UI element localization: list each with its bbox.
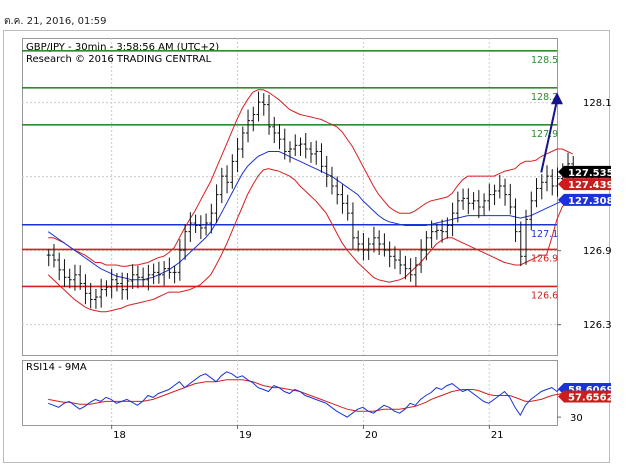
level-label: 126.9 [531, 253, 558, 264]
bollinger-lower-line [47, 168, 573, 313]
x-tick-label: 20 [365, 430, 378, 441]
level-label: 127.9 [531, 129, 558, 140]
level-label: 127.1 [531, 229, 558, 240]
level-label: 126.6 [531, 290, 558, 301]
price-tag-bg [558, 193, 611, 206]
price-panel [22, 38, 558, 356]
chart-title: GBP/JPY - 30min - 3:58:56 AM (UTC+2) [26, 42, 219, 53]
price-tag-bg [558, 178, 611, 191]
price-tag-bg [558, 165, 611, 178]
rsi-y-tick-label: 30 [570, 413, 583, 424]
x-tick-label: 19 [239, 430, 252, 441]
timestamp: ต.ค. 21, 2016, 01:59 [4, 16, 107, 27]
forecast-arrow-line [540, 100, 558, 173]
rsi-line [48, 371, 574, 418]
rsi-title: RSI14 - 9MA [26, 362, 87, 373]
price-tag: 127.439 [568, 180, 614, 191]
grid-lines [22, 38, 561, 429]
rsi-tag: 57.6562 [568, 392, 614, 403]
price-tag: 127.308 [568, 196, 614, 207]
bollinger-upper-line [48, 89, 573, 267]
y-tick-label: 126.3 [583, 320, 612, 331]
rsi-tag-bg [558, 390, 611, 403]
level-label: 128.5 [531, 55, 558, 66]
forecast-arrow-head [551, 92, 563, 105]
rsi-ma-line [48, 379, 573, 412]
chart-subtitle: Research © 2016 TRADING CENTRAL [26, 54, 212, 65]
y-tick-label: 126.9 [583, 246, 612, 257]
y-tick-label: 128.1 [583, 98, 612, 109]
level-label: 128.2 [531, 92, 558, 103]
moving-average-line [47, 151, 573, 281]
price-bars [46, 91, 576, 309]
price-tag: 127.535 [568, 168, 614, 179]
x-tick-label: 21 [491, 430, 504, 441]
x-tick-label: 18 [113, 430, 126, 441]
chart-frame [3, 30, 610, 463]
